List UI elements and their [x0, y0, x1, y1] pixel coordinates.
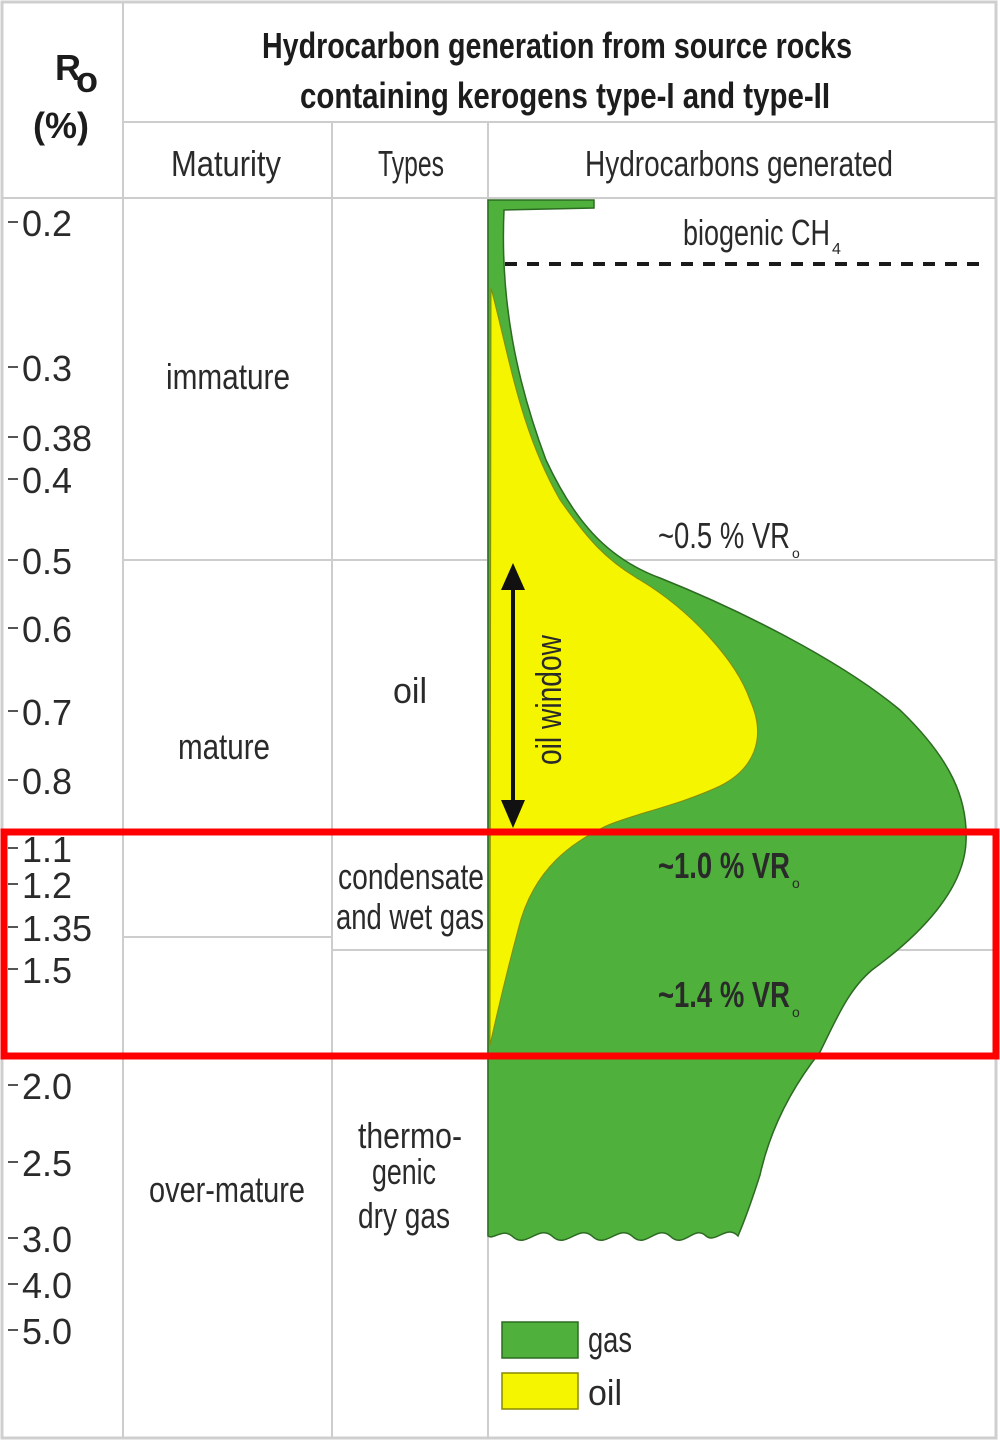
- oil-generation-area: [489, 287, 759, 1046]
- axis-tick-marks: [8, 221, 18, 1331]
- vr-1-0-subscript: o: [792, 875, 800, 891]
- tick-label: 0.7: [22, 692, 72, 733]
- tick-label: 0.5: [22, 541, 72, 582]
- tick-label: 1.35: [22, 908, 92, 949]
- header-maturity: Maturity: [171, 143, 281, 184]
- tick-label: 5.0: [22, 1311, 72, 1352]
- maturity-mature: mature: [178, 726, 270, 767]
- tick-label: 0.2: [22, 203, 72, 244]
- tick-label: 0.38: [22, 418, 92, 459]
- tick-label: 2.5: [22, 1143, 72, 1184]
- tick-label: 0.6: [22, 609, 72, 650]
- type-condensate-line2: and wet gas: [336, 896, 484, 937]
- legend-oil-swatch: [501, 1372, 579, 1410]
- tick-label: 3.0: [22, 1219, 72, 1260]
- highlight-box: [0, 828, 1000, 1060]
- oil-window-arrow: [501, 563, 525, 828]
- legend-oil-label: oil: [588, 1372, 622, 1413]
- vr-0-5-subscript: o: [792, 545, 800, 561]
- tick-label: 1.5: [22, 950, 72, 991]
- type-condensate-line1: condensate: [338, 856, 484, 897]
- vr-1-4-subscript: o: [792, 1004, 800, 1020]
- tick-label: 2.0: [22, 1066, 72, 1107]
- diagram-title-line2: containing kerogens type-I and type-II: [300, 75, 830, 116]
- header-types: Types: [378, 143, 444, 184]
- tick-label: 0.8: [22, 761, 72, 802]
- tick-label: 1.2: [22, 865, 72, 906]
- axis-label-unit: (%): [33, 105, 89, 146]
- axis-tick-labels: 0.2 0.3 0.38 0.4 0.5 0.6 0.7 0.8 1.1 1.2…: [22, 203, 92, 1352]
- vr-1-0-label: ~1.0 % VR: [658, 845, 790, 886]
- diagram-title-line1: Hydrocarbon generation from source rocks: [262, 25, 852, 66]
- biogenic-ch4-subscript: 4: [832, 241, 841, 258]
- maturity-over-mature: over-mature: [149, 1169, 305, 1210]
- vr-1-4-label: ~1.4 % VR: [658, 974, 790, 1015]
- type-dry-gas-line1: thermo-: [358, 1115, 462, 1156]
- legend-gas-label: gas: [588, 1319, 632, 1360]
- oil-window-label: oil window: [528, 634, 569, 765]
- type-dry-gas-line2: genic: [372, 1151, 436, 1192]
- axis-label-ro-subscript: o: [76, 59, 98, 100]
- legend-gas-swatch: [501, 1321, 579, 1359]
- tick-label: 0.4: [22, 460, 72, 501]
- maturity-immature: immature: [166, 356, 290, 397]
- vr-0-5-label: ~0.5 % VR: [658, 515, 790, 556]
- type-dry-gas-line3: dry gas: [358, 1195, 450, 1236]
- legend: gas oil: [501, 1319, 632, 1413]
- biogenic-ch4-label: biogenic CH: [683, 212, 830, 253]
- axis-label-ro: R: [55, 47, 81, 88]
- tick-label: 1.1: [22, 829, 72, 870]
- tick-label: 4.0: [22, 1265, 72, 1306]
- type-oil: oil: [393, 670, 427, 711]
- tick-label: 0.3: [22, 348, 72, 389]
- header-hydrocarbons-generated: Hydrocarbons generated: [585, 143, 893, 184]
